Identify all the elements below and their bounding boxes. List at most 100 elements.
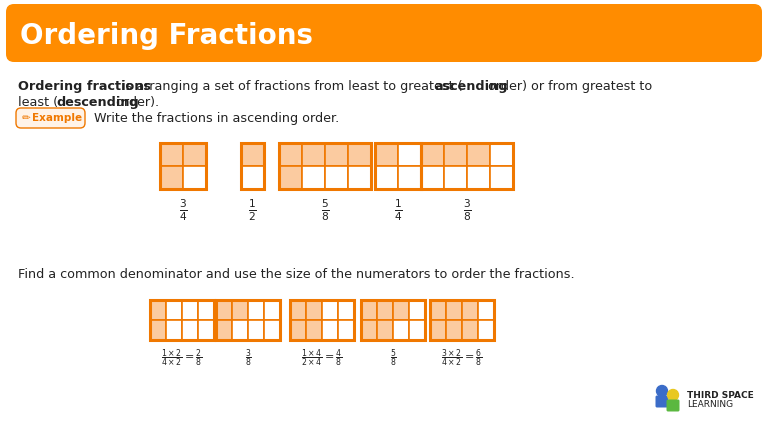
Bar (216, 320, 232, 340)
Bar (446, 300, 462, 320)
Bar (490, 143, 513, 166)
Bar (264, 320, 280, 340)
Bar (398, 143, 421, 166)
Text: $\frac{3}{4}$: $\frac{3}{4}$ (179, 197, 187, 222)
Bar (182, 320, 198, 340)
Text: ascending: ascending (434, 80, 508, 93)
Bar (166, 320, 182, 340)
Bar (467, 143, 490, 166)
Bar (361, 320, 377, 340)
Bar (430, 320, 446, 340)
Bar (240, 143, 263, 189)
Bar (306, 320, 322, 340)
Bar (446, 320, 462, 340)
Bar (279, 143, 371, 189)
Bar (377, 300, 393, 320)
Text: ✏: ✏ (22, 113, 31, 123)
Bar (444, 166, 467, 189)
Bar (290, 300, 354, 340)
Bar (279, 166, 302, 189)
Text: order) or from greatest to: order) or from greatest to (484, 80, 653, 93)
Bar (375, 143, 398, 166)
Bar (490, 166, 513, 189)
Bar (150, 300, 214, 340)
Bar (302, 143, 325, 166)
Text: $\frac{1}{4}$: $\frac{1}{4}$ (394, 197, 402, 222)
Circle shape (667, 389, 678, 401)
Bar (183, 143, 206, 166)
Bar (160, 166, 183, 189)
FancyBboxPatch shape (656, 395, 668, 408)
Bar (361, 300, 377, 320)
Text: $\frac{1 \times 4}{2 \times 4} = \frac{4}{8}$: $\frac{1 \times 4}{2 \times 4} = \frac{4… (301, 348, 343, 369)
Bar (409, 300, 425, 320)
Text: order).: order). (112, 96, 160, 109)
Text: descending: descending (57, 96, 140, 109)
Bar (160, 143, 183, 166)
Text: least (: least ( (18, 96, 58, 109)
Bar (338, 320, 354, 340)
Bar (279, 143, 302, 166)
Bar (348, 143, 371, 166)
Bar (393, 320, 409, 340)
Bar (375, 143, 421, 189)
Bar (290, 320, 306, 340)
Text: $\frac{3 \times 2}{4 \times 2} = \frac{6}{8}$: $\frac{3 \times 2}{4 \times 2} = \frac{6… (442, 348, 483, 369)
Text: $\frac{5}{8}$: $\frac{5}{8}$ (320, 197, 329, 222)
Bar (290, 300, 306, 320)
Bar (166, 300, 182, 320)
Bar (240, 143, 263, 166)
Bar (377, 320, 393, 340)
Text: Write the fractions in ascending order.: Write the fractions in ascending order. (94, 112, 339, 125)
Text: is arranging a set of fractions from least to greatest (: is arranging a set of fractions from lea… (118, 80, 462, 93)
Text: $\frac{1 \times 2}{4 \times 2} = \frac{2}{8}$: $\frac{1 \times 2}{4 \times 2} = \frac{2… (161, 348, 203, 369)
Bar (302, 166, 325, 189)
Bar (216, 300, 232, 320)
Bar (183, 166, 206, 189)
Text: LEARNING: LEARNING (687, 399, 733, 409)
Bar (216, 300, 280, 340)
Bar (248, 320, 264, 340)
Bar (430, 300, 446, 320)
Text: Example: Example (32, 113, 82, 123)
Text: Ordering fractions: Ordering fractions (18, 80, 151, 93)
Bar (444, 143, 467, 166)
Bar (338, 300, 354, 320)
Bar (348, 166, 371, 189)
Bar (150, 320, 166, 340)
Bar (325, 166, 348, 189)
Bar (393, 300, 409, 320)
Circle shape (657, 385, 667, 396)
Bar (248, 300, 264, 320)
Bar (232, 320, 248, 340)
Bar (325, 143, 348, 166)
Bar (462, 300, 478, 320)
Bar (462, 320, 478, 340)
Bar (398, 166, 421, 189)
Text: $\frac{3}{8}$: $\frac{3}{8}$ (244, 348, 251, 369)
Bar (430, 300, 494, 340)
Bar (198, 300, 214, 320)
Bar (264, 300, 280, 320)
Bar (421, 143, 444, 166)
Bar (322, 300, 338, 320)
FancyBboxPatch shape (667, 399, 680, 412)
Text: $\frac{5}{8}$: $\frac{5}{8}$ (389, 348, 396, 369)
Bar (232, 300, 248, 320)
Bar (306, 300, 322, 320)
Bar (322, 320, 338, 340)
Bar (375, 166, 398, 189)
Bar (240, 166, 263, 189)
Bar (478, 300, 494, 320)
Bar (478, 320, 494, 340)
Bar (198, 320, 214, 340)
Bar (421, 143, 513, 189)
Bar (361, 300, 425, 340)
Bar (160, 143, 206, 189)
Text: $\frac{3}{8}$: $\frac{3}{8}$ (462, 197, 472, 222)
Bar (467, 166, 490, 189)
FancyBboxPatch shape (6, 4, 762, 62)
Text: $\frac{1}{2}$: $\frac{1}{2}$ (247, 197, 257, 222)
Text: Find a common denominator and use the size of the numerators to order the fracti: Find a common denominator and use the si… (18, 268, 574, 281)
FancyBboxPatch shape (16, 108, 85, 128)
